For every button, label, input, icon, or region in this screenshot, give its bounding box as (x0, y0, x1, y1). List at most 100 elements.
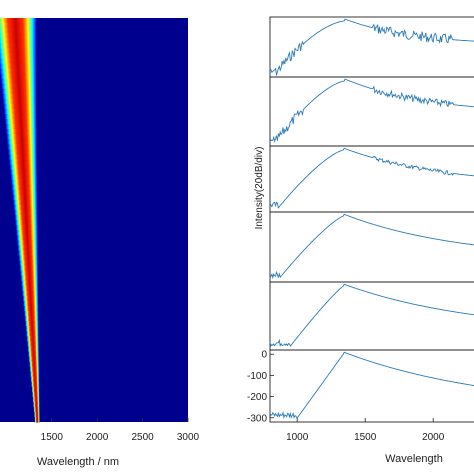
heatmap-row (28, 356, 39, 362)
spectra-panel: 1000 1500 2000 0 -100 -200 -300 Intensity(20d… (247, 16, 474, 465)
heatmap-row (21, 285, 39, 292)
heatmap-row (24, 315, 39, 322)
heatmap-row (31, 386, 40, 393)
spectra-subplot-frame (269, 281, 474, 351)
spectra-y-tick-label: -200 (247, 392, 267, 403)
heatmap-row (26, 336, 39, 342)
heatmap-tick-label: 1500 (41, 432, 64, 443)
heatmap-x-ticks: 1500 2000 2500 3000 (41, 418, 200, 443)
heatmap-row (15, 220, 38, 226)
heatmap-row (34, 411, 40, 418)
heatmap-row (32, 391, 40, 398)
heatmap-row (0, 33, 37, 39)
spectra-y-label: Intensity(20dB/div) (254, 147, 265, 230)
heatmap-row (4, 113, 37, 120)
heatmap-row (21, 280, 39, 287)
heatmap-row (14, 204, 38, 211)
heatmap-row (25, 326, 39, 332)
spectrum-line (269, 78, 474, 143)
heatmap-row (16, 225, 38, 231)
heatmap-row (10, 169, 37, 176)
heatmap-row (13, 194, 38, 201)
spectra-tick-label: 1000 (286, 432, 309, 443)
heatmap-row (2, 93, 37, 100)
heatmap-tick-label: 2000 (86, 432, 109, 443)
heatmap-row (1, 78, 37, 85)
heatmap-row (0, 48, 37, 54)
heatmap-row (18, 245, 38, 251)
spectra-y-tick-label: -100 (247, 371, 267, 382)
heatmap-tick-label: 2500 (131, 432, 154, 443)
spectrum-line (269, 147, 474, 209)
heatmap-row (27, 346, 39, 352)
spectra-subplot-frame (269, 349, 474, 423)
spectra-tick-label: 1500 (354, 432, 377, 443)
heatmap-row (8, 154, 37, 160)
heatmap-row (12, 189, 38, 196)
heatmap-row (25, 321, 39, 327)
heatmap-row (13, 199, 38, 206)
spectra-y-tick-label: -300 (247, 413, 267, 424)
heatmap-row (10, 164, 37, 171)
heatmap-row (0, 53, 37, 59)
heatmap-row (7, 144, 37, 150)
heatmap-row (3, 103, 37, 110)
heatmap-row (8, 149, 37, 155)
heatmap-row (0, 68, 37, 75)
heatmap-row (30, 371, 40, 378)
spectra-subplot-frame (269, 145, 474, 213)
heatmap-row (0, 28, 37, 34)
heatmap-row (3, 98, 37, 105)
heatmap-row (23, 305, 39, 312)
heatmap-row (27, 341, 39, 347)
heatmap-row (20, 270, 38, 277)
heatmap-row (34, 416, 40, 423)
heatmap-row (0, 38, 37, 44)
heatmap-row (29, 361, 40, 368)
heatmap-tick-label: 3000 (177, 432, 200, 443)
heatmap-row (0, 23, 37, 29)
heatmap-row (29, 366, 40, 373)
spectrum-line (269, 18, 474, 76)
heatmap-row (32, 396, 40, 403)
heatmap-row (15, 214, 38, 221)
heatmap-row (26, 331, 39, 337)
spectra-x-label: Wavelength (385, 453, 443, 465)
spectra-subplot-frame (269, 211, 474, 283)
heatmap-row (19, 255, 38, 261)
heatmap-row (14, 209, 38, 216)
heatmap-row (6, 129, 37, 135)
heatmap-row (6, 134, 37, 140)
heatmap-row (21, 275, 39, 282)
heatmap-row (5, 124, 37, 130)
heatmap-row (24, 310, 39, 317)
heatmap-row (33, 401, 40, 408)
heatmap-panel: 1500 2000 2500 3000 Wavelength / nm (0, 18, 200, 468)
spectra-y-ticks: 0 -100 -200 -300 (247, 350, 274, 424)
heatmap-row (11, 179, 38, 186)
heatmap-row (17, 240, 38, 246)
spectra-y-tick-label: 0 (261, 350, 267, 361)
heatmap-row (0, 58, 37, 65)
heatmap-row (22, 290, 39, 297)
heatmap-row (17, 235, 38, 241)
spectra-subplot-frame (269, 16, 474, 78)
heatmap-row (31, 381, 40, 388)
heatmap-row (33, 406, 40, 413)
heatmap-band (0, 18, 40, 423)
heatmap-row (16, 230, 38, 236)
spectrum-line (269, 351, 474, 420)
spectra-tick-label: 2000 (422, 432, 445, 443)
heatmap-row (23, 300, 39, 307)
heatmap-row (5, 119, 37, 125)
heatmap-row (1, 83, 37, 90)
spectra-x-ticks: 1000 1500 2000 (286, 418, 445, 443)
heatmap-row (28, 351, 39, 357)
heatmap-row (11, 174, 37, 181)
heatmap-row (9, 159, 37, 166)
heatmap-row (4, 108, 37, 115)
heatmap-row (20, 265, 38, 272)
heatmap-row (18, 250, 38, 256)
heatmap-x-label: Wavelength / nm (37, 456, 119, 468)
